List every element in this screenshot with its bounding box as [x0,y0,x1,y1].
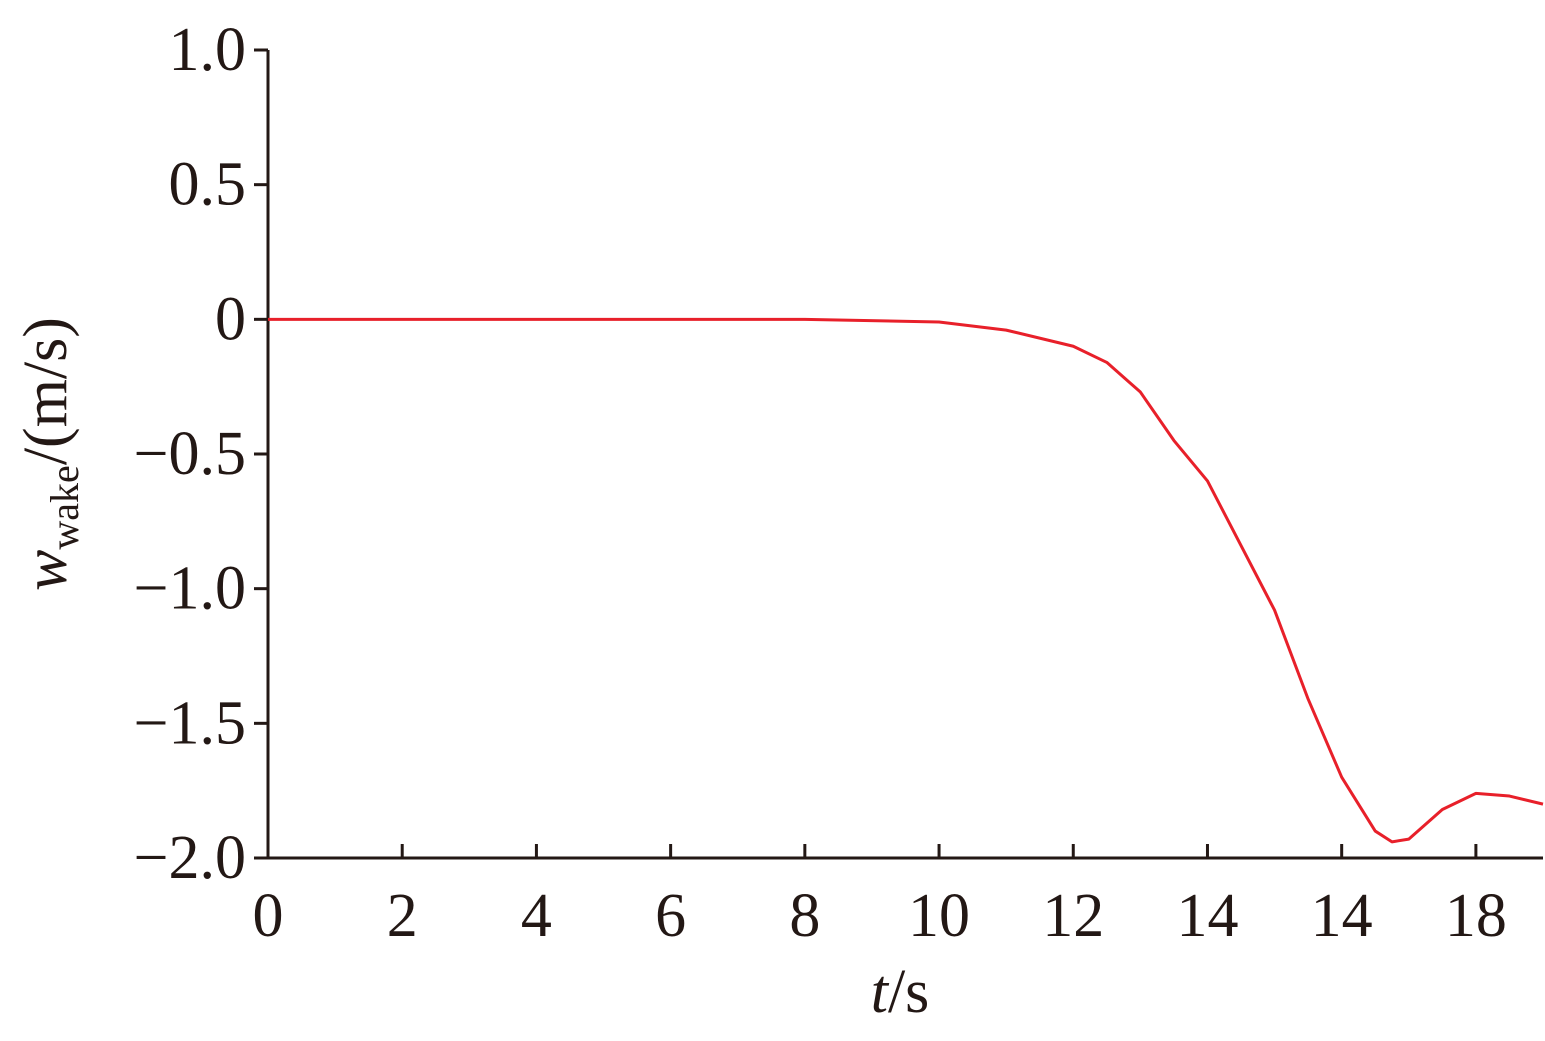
x-tick-label: 14 [1176,882,1238,950]
x-tick-label: 2 [387,882,418,950]
x-tick-label: 0 [253,882,284,950]
x-axis-title: t/s [871,958,930,1026]
y-axis-title: wwake/(m/s) [12,317,87,591]
y-tick-label: −1.0 [134,555,246,623]
x-tick-label: 12 [1042,882,1104,950]
x-symbol: t [871,958,890,1026]
y-tick-label: −0.5 [134,420,246,488]
y-symbol: w [12,550,80,591]
y-tick-label: 0.5 [169,151,247,219]
y-tick-label: −2.0 [134,824,246,892]
x-unit: /s [888,958,929,1026]
y-unit: /(m/s) [12,317,80,465]
y-tick-label: 1.0 [169,16,247,84]
y-subscript: wake [42,465,87,549]
y-tick-label: −1.5 [134,689,246,757]
x-tick-label: 10 [908,882,970,950]
x-tick-label: 14 [1311,882,1373,950]
x-tick-label: 4 [521,882,552,950]
data-line [268,317,1544,844]
x-tick-label: 18 [1445,882,1507,950]
x-tick-label: 6 [655,882,686,950]
x-tick-label: 8 [789,882,820,950]
y-tick-label: 0 [215,285,246,353]
